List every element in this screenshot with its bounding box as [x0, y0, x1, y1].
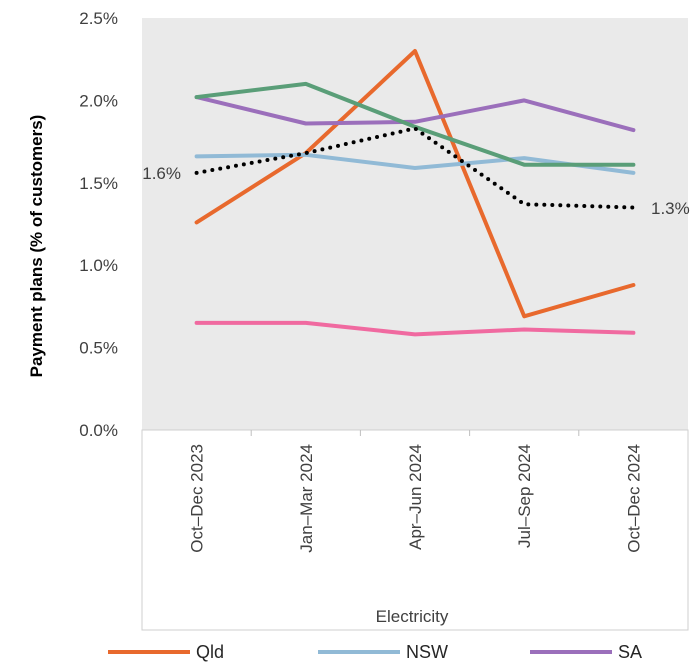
series-line	[194, 126, 636, 210]
y-tick-label: 1.0%	[79, 256, 118, 275]
legend: Qld NSW SA	[108, 642, 642, 662]
y-tick-label: 1.5%	[79, 174, 118, 193]
x-tick-label: Jan–Mar 2024	[297, 444, 316, 553]
x-tick-label: Oct–Dec 2023	[188, 444, 207, 553]
y-axis: 0.0% 0.5% 1.0% 1.5% 2.0% 2.5%	[79, 9, 118, 440]
category-axis-area	[141, 429, 689, 631]
legend-label: SA	[618, 642, 642, 662]
legend-label: NSW	[406, 642, 448, 662]
y-tick-label: 0.0%	[79, 421, 118, 440]
series-line	[194, 95, 636, 133]
x-axis: Oct–Dec 2023 Jan–Mar 2024 Apr–Jun 2024 Jul–…	[188, 430, 643, 553]
y-tick-label: 0.5%	[79, 339, 118, 358]
series-line	[194, 49, 636, 319]
series-line	[194, 81, 636, 167]
plot-area	[142, 18, 688, 430]
start-value-label: 1.6%	[142, 164, 181, 183]
x-axis-group-label: Electricity	[376, 607, 449, 626]
legend-label: Qld	[196, 642, 224, 662]
y-axis-title: Payment plans (% of customers)	[27, 115, 46, 378]
x-tick-label: Oct–Dec 2024	[624, 444, 643, 553]
series-lines	[194, 49, 636, 337]
end-value-label: 1.3%	[651, 199, 690, 218]
series-line	[194, 320, 636, 337]
y-tick-label: 2.5%	[79, 9, 118, 28]
x-tick-label: Apr–Jun 2024	[406, 444, 425, 550]
y-tick-label: 2.0%	[79, 91, 118, 110]
x-tick-label: Jul–Sep 2024	[515, 444, 534, 548]
